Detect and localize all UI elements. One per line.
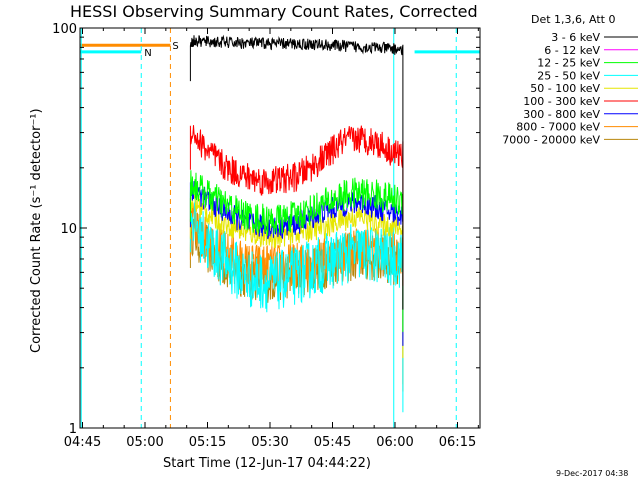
legend-label: 50 - 100 keV bbox=[530, 82, 600, 95]
series-line-25-50-kev bbox=[189, 193, 404, 413]
x-tick-label: 05:30 bbox=[251, 435, 288, 450]
legend-label: 300 - 800 keV bbox=[523, 108, 600, 121]
axis-ticks: 04:45 05:00 05:15 05:30 05:45 06:00 06:15 1 10 10… bbox=[52, 22, 480, 450]
legend-label: 12 - 25 keV bbox=[537, 57, 600, 70]
series-line-3-6-kev bbox=[189, 34, 404, 310]
legend-label: 6 - 12 keV bbox=[544, 44, 600, 57]
legend-label: 7000 - 20000 keV bbox=[502, 133, 600, 146]
x-tick-label: 05:15 bbox=[189, 435, 226, 450]
footer-timestamp: 9-Dec-2017 04:38 bbox=[556, 469, 628, 478]
series-line-50-100-kev bbox=[189, 191, 404, 358]
legend-label: 25 - 50 keV bbox=[537, 69, 600, 82]
x-tick-label: 05:45 bbox=[314, 435, 351, 450]
y-tick-label: 1 bbox=[69, 422, 77, 437]
legend-label: 3 - 6 keV bbox=[551, 31, 600, 44]
y-tick-label: 10 bbox=[60, 222, 77, 237]
y-axis-label: Corrected Count Rate (s⁻¹ detector⁻¹) bbox=[29, 108, 44, 353]
x-tick-label: 06:15 bbox=[439, 435, 476, 450]
night-marker: N bbox=[144, 48, 151, 59]
legend-title: Det 1,3,6, Att 0 bbox=[531, 13, 615, 26]
x-tick-label: 05:00 bbox=[126, 435, 163, 450]
y-tick-label: 100 bbox=[52, 22, 77, 37]
legend-label: 100 - 300 keV bbox=[523, 95, 600, 108]
x-tick-label: 04:45 bbox=[64, 435, 101, 450]
series-line-100-300-kev bbox=[189, 125, 404, 286]
chart-title: HESSI Observing Summary Count Rates, Cor… bbox=[70, 2, 478, 21]
saa-marker: S bbox=[172, 41, 178, 52]
series-line-12-25-kev bbox=[189, 170, 404, 332]
plot-area: NS bbox=[80, 28, 480, 428]
x-axis-label: Start Time (12-Jun-17 04:44:22) bbox=[163, 456, 371, 471]
legend-label: 800 - 7000 keV bbox=[516, 121, 600, 134]
x-tick-label: 06:00 bbox=[376, 435, 413, 450]
